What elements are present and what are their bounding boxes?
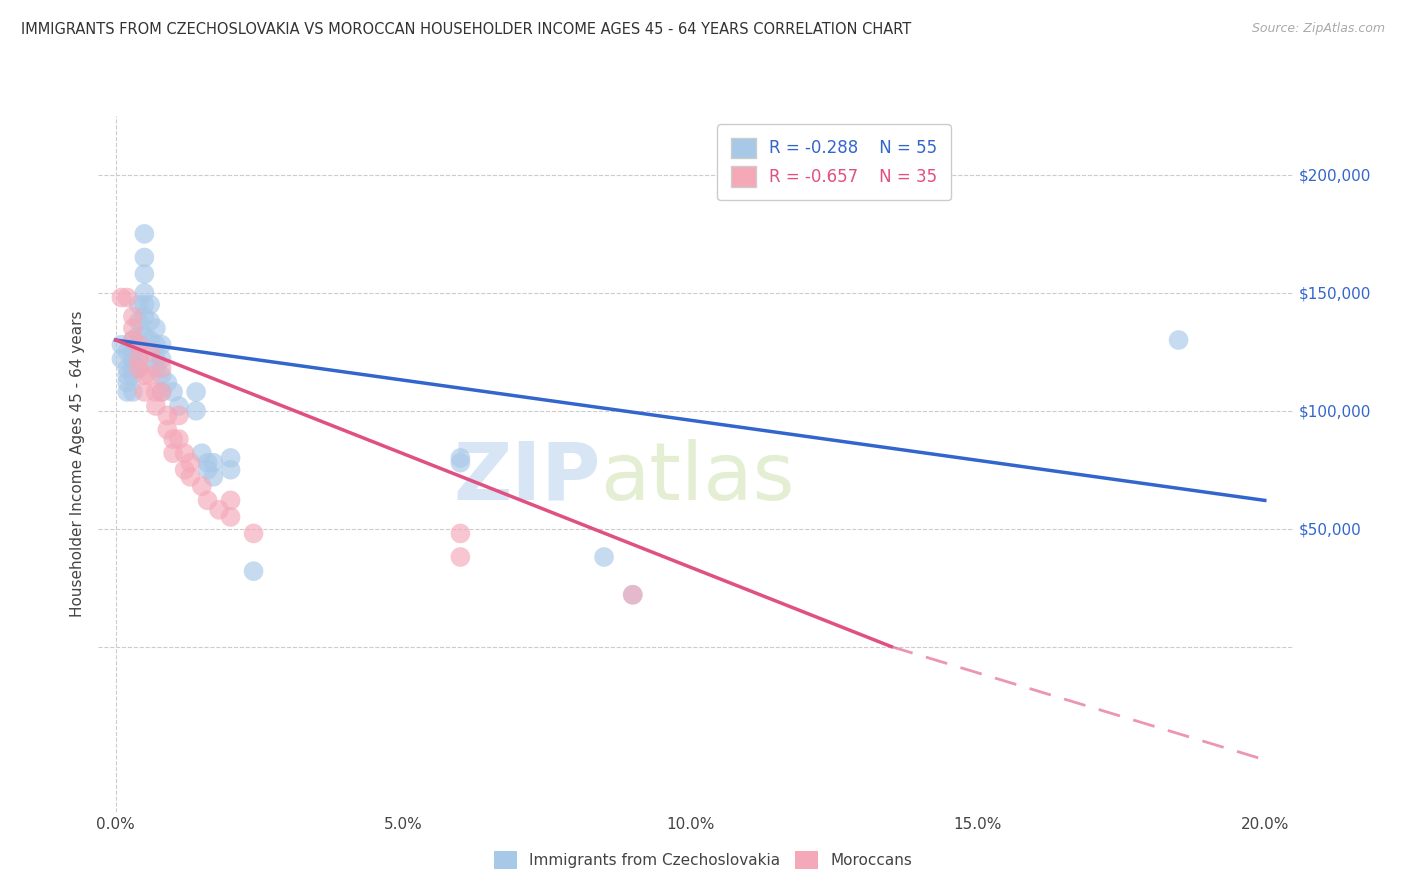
Point [145,361,167,376]
Point [167,432,190,446]
Point [128,361,150,376]
Point [179,470,201,484]
Point [150,384,173,399]
Point [162,384,184,399]
Point [139,368,162,383]
Point [115,368,138,383]
Text: atlas: atlas [600,439,794,516]
Point [122,361,145,376]
Point [150,368,173,383]
Point [134,368,156,383]
Y-axis label: Householder Income Ages 45 - 64 years: Householder Income Ages 45 - 64 years [69,310,84,617]
Point [219,493,242,508]
Point [184,404,207,418]
Point [110,291,132,305]
Legend: R = -0.288    N = 55, R = -0.657    N = 35: R = -0.288 N = 55, R = -0.657 N = 35 [717,124,950,200]
Point [197,493,219,508]
Point [145,399,167,413]
Point [139,314,162,328]
Point [621,588,644,602]
Point [128,337,150,351]
Point [145,384,167,399]
Point [150,337,173,351]
Point [173,463,195,477]
Point [139,333,162,347]
Point [191,446,214,460]
Point [219,509,242,524]
Point [202,456,225,470]
Point [1167,333,1189,347]
Text: ZIP: ZIP [453,439,600,516]
Point [162,446,184,460]
Point [242,526,264,541]
Point [191,479,214,493]
Point [156,423,179,437]
Point [449,549,471,564]
Point [134,251,156,265]
Point [219,450,242,465]
Point [449,450,471,465]
Point [449,456,471,470]
Point [128,328,150,343]
Point [173,446,195,460]
Point [449,526,471,541]
Point [139,298,162,312]
Point [219,463,242,477]
Point [197,463,219,477]
Point [128,351,150,366]
Point [139,344,162,359]
Point [242,564,264,578]
Point [122,310,145,324]
Point [150,361,173,376]
Text: Source: ZipAtlas.com: Source: ZipAtlas.com [1251,22,1385,36]
Point [208,503,231,517]
Point [184,384,207,399]
Point [134,298,156,312]
Point [162,432,184,446]
Legend: Immigrants from Czechoslovakia, Moroccans: Immigrants from Czechoslovakia, Moroccan… [488,845,918,875]
Point [128,361,150,376]
Point [134,384,156,399]
Point [145,351,167,366]
Point [156,409,179,423]
Point [197,456,219,470]
Point [179,456,201,470]
Point [110,351,132,366]
Point [115,384,138,399]
Point [145,337,167,351]
Point [621,588,644,602]
Point [134,285,156,300]
Point [122,333,145,347]
Point [156,376,179,390]
Point [122,351,145,366]
Point [128,298,150,312]
Point [134,267,156,281]
Point [134,328,156,343]
Point [134,227,156,241]
Point [115,291,138,305]
Point [122,384,145,399]
Point [150,351,173,366]
Point [167,399,190,413]
Point [122,344,145,359]
Point [128,337,150,351]
Point [115,361,138,376]
Point [115,376,138,390]
Point [145,321,167,335]
Point [128,351,150,366]
Point [128,314,150,328]
Point [202,470,225,484]
Point [122,368,145,383]
Point [167,409,190,423]
Point [110,337,132,351]
Point [122,321,145,335]
Text: IMMIGRANTS FROM CZECHOSLOVAKIA VS MOROCCAN HOUSEHOLDER INCOME AGES 45 - 64 YEARS: IMMIGRANTS FROM CZECHOSLOVAKIA VS MOROCC… [21,22,911,37]
Point [593,549,616,564]
Point [122,333,145,347]
Point [150,384,173,399]
Point [115,344,138,359]
Point [134,310,156,324]
